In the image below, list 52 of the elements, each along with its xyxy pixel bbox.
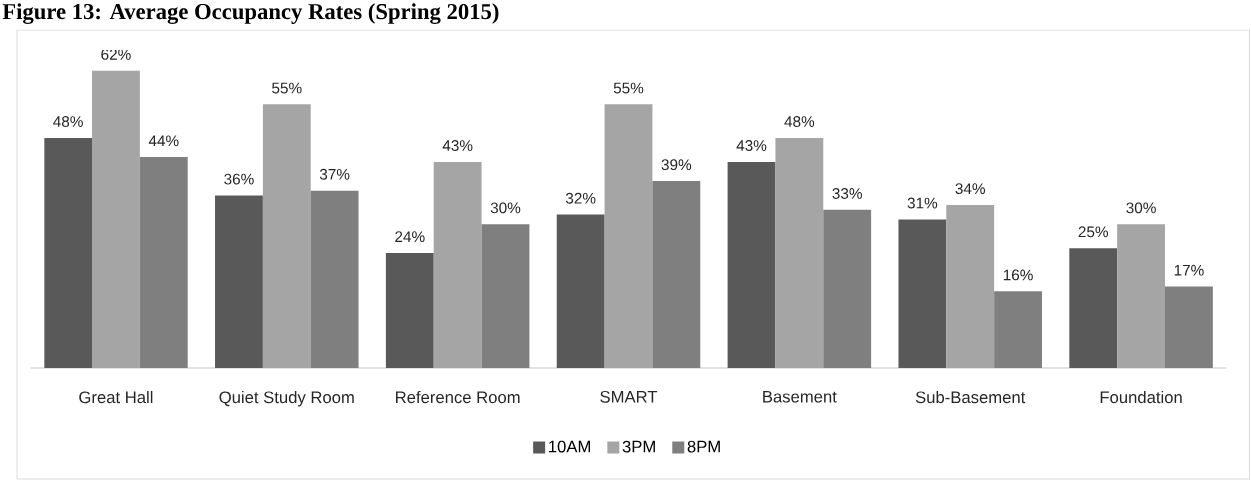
bar [775,137,824,368]
chart-title: Figure 13: Average Occupancy Rates (Spring 2015) [2,3,499,24]
legend-label: 8PM [687,440,720,453]
data-label: 48% [53,116,83,127]
bar [139,157,188,368]
legend-label: 3PM [622,440,655,453]
data-label: 39% [661,159,692,171]
x-tick-label: Reference Room [396,390,520,404]
bar [481,224,530,368]
bar [433,161,482,368]
x-tick-label: Foundation [1100,390,1182,404]
x-tick-label: Basement [763,390,837,403]
data-label: 48% [784,116,815,127]
bar [1164,286,1213,368]
legend-label: 10AM [549,440,590,453]
data-label: 16% [1003,269,1033,281]
data-label: 17% [1174,264,1204,276]
data-label: 25% [1078,226,1109,238]
data-label: 24% [395,231,425,243]
bar [946,205,995,368]
data-label: 55% [272,82,302,94]
bar [44,137,93,368]
x-tick-label: SMART [600,390,658,403]
bar [898,219,947,368]
bar [1117,224,1165,368]
bar [385,252,434,368]
data-label: 43% [736,140,767,151]
bar [994,291,1042,368]
bar [823,209,872,368]
x-tick-label: Sub-Basement [915,390,1026,404]
data-label: 36% [224,173,254,185]
x-tick-label: Great Hall [79,390,153,404]
bar [652,181,701,368]
data-label: 37% [319,168,350,180]
data-label: 31% [907,197,938,209]
data-label: 32% [565,192,596,204]
bar [215,195,263,368]
bar [310,190,359,368]
data-label: 33% [832,188,862,199]
bar [727,161,776,368]
data-label: 30% [1126,202,1156,214]
data-label: 43% [442,140,473,151]
bar [556,214,605,368]
data-label: 44% [148,135,179,147]
bar [262,104,311,368]
data-label: 34% [955,183,986,195]
bar [92,70,140,368]
data-label: 55% [613,82,644,94]
data-label: 30% [490,202,521,214]
x-tick-label: Quiet Study Room [219,390,354,407]
bar [604,104,653,368]
bar [1069,248,1118,368]
